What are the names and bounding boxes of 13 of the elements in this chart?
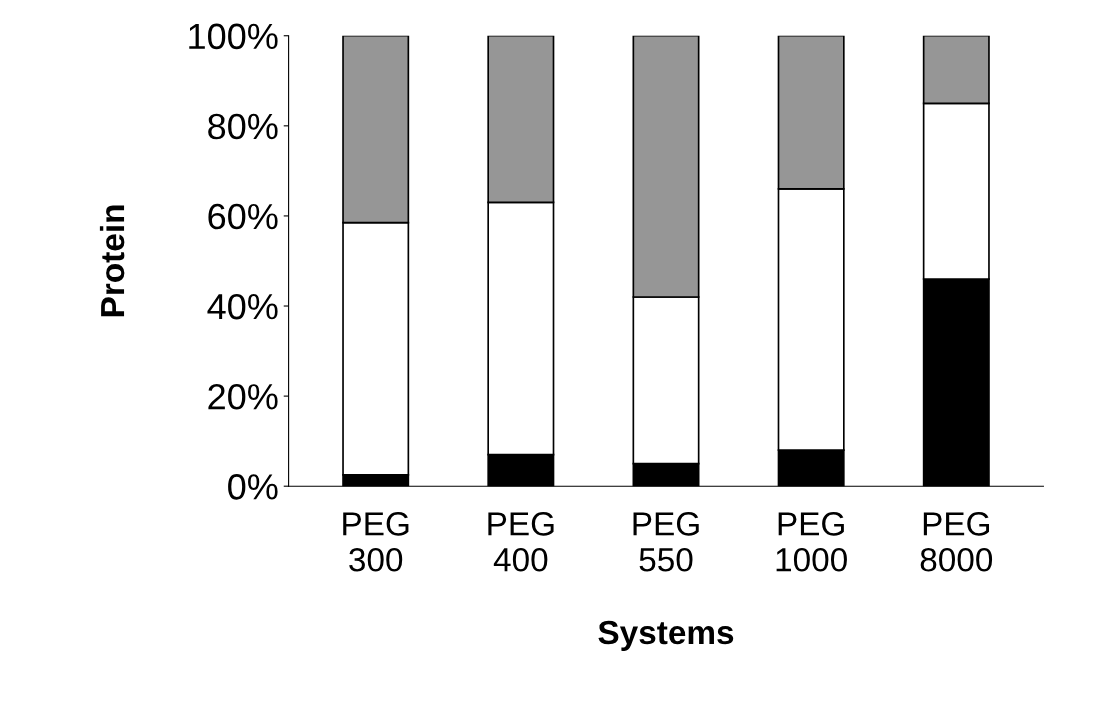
y-axis-title: Protein	[99, 205, 125, 317]
y-tick-label: 80%	[208, 113, 278, 140]
y-tick-label: 60%	[208, 203, 278, 230]
y-tick-label: 20%	[208, 383, 278, 410]
x-tick-label: PEG 400	[488, 512, 554, 572]
x-tick-label: PEG 1000	[776, 512, 847, 572]
x-tick-label: PEG 300	[343, 512, 409, 572]
x-axis-title: Systems	[598, 620, 734, 651]
x-tick-label: PEG 8000	[920, 512, 993, 572]
y-tick-label: 40%	[207, 293, 278, 320]
y-tick-label: 0%	[228, 474, 278, 500]
x-tick-label: PEG 550	[633, 512, 699, 572]
y-tick-label: 100%	[189, 23, 278, 50]
